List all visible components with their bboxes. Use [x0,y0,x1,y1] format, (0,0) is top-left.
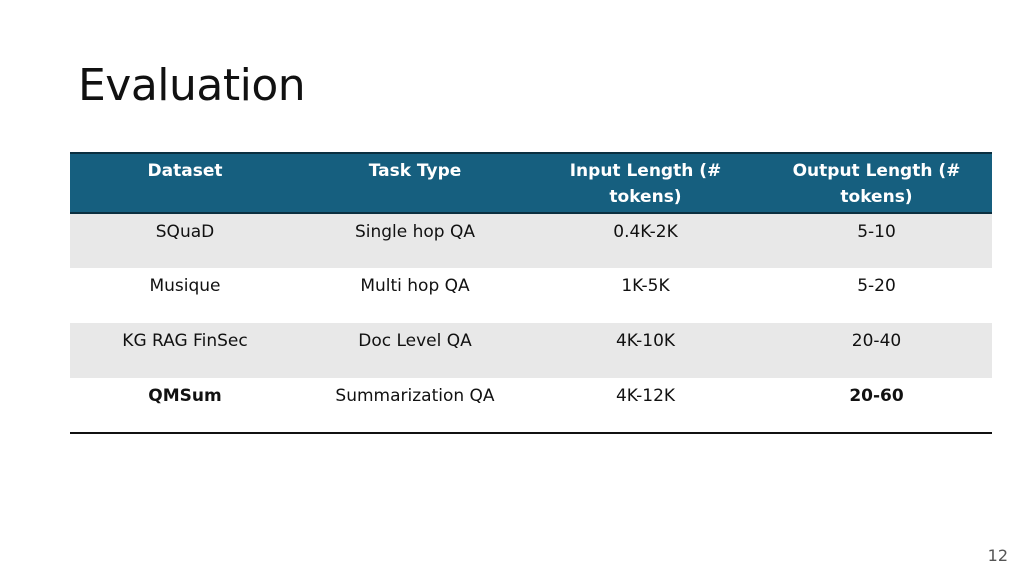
cell-output-length: 20-40 [851,331,902,351]
cell-output-length: 20-60 [761,378,992,434]
table-row: QMSum Summarization QA 4K-12K 20-60 [70,378,992,434]
cell-output-length: 5-10 [857,222,896,242]
header-output-length: Output Length (# tokens) [761,152,992,214]
header-task-type: Task Type [300,152,530,214]
table-row: Musique Multi hop QA 1K-5K 5-20 [70,268,992,323]
cell-input-length: 1K-5K [621,276,670,296]
evaluation-table: Dataset Task Type Input Length (# tokens… [70,152,992,434]
table-row: SQuaD Single hop QA 0.4K-2K 5-10 [70,213,992,268]
cell-dataset: KG RAG FinSec [122,331,248,351]
cell-dataset: Musique [149,276,221,296]
cell-input-length: 0.4K-2K [613,222,678,242]
table-header-row: Dataset Task Type Input Length (# tokens… [70,152,992,214]
cell-output-length: 5-20 [857,276,896,296]
header-dataset: Dataset [70,152,300,214]
cell-task-type: Single hop QA [354,222,476,242]
cell-dataset: QMSum [70,378,300,434]
cell-task-type: Multi hop QA [360,276,470,296]
header-input-length: Input Length (# tokens) [530,152,761,214]
cell-task-type: Summarization QA [300,378,530,434]
table-row: KG RAG FinSec Doc Level QA 4K-10K 20-40 [70,323,992,378]
slide-title: Evaluation [78,60,306,111]
cell-task-type: Doc Level QA [358,331,472,351]
datasets-table: Dataset Task Type Input Length (# tokens… [70,152,992,434]
page-number: 12 [987,546,1008,565]
cell-input-length: 4K-12K [530,378,761,434]
cell-input-length: 4K-10K [615,331,676,351]
cell-dataset: SQuaD [155,222,215,242]
